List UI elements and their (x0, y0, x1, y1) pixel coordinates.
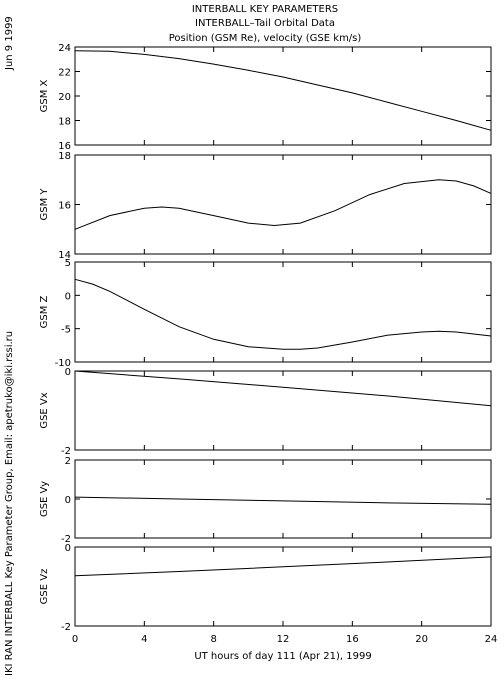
y-tick-label: 5 (65, 258, 71, 269)
title-line-2: INTERBALL–Tail Orbital Data (195, 18, 335, 29)
y-axis-label: GSE Vx (39, 392, 50, 428)
x-tick-label: 12 (277, 634, 290, 645)
panel-frame (74, 261, 492, 363)
y-tick-label: -10 (55, 358, 71, 369)
title-line-1: INTERBALL KEY PARAMETERS (192, 4, 338, 15)
y-tick-label: 24 (58, 43, 71, 54)
y-tick-label: 2 (65, 456, 71, 467)
series-line (74, 556, 492, 577)
side-date: Jun 9 1999 (4, 16, 15, 71)
x-axis-label: UT hours of day 111 (Apr 21), 1999 (194, 651, 371, 662)
y-tick-label: 0 (65, 495, 71, 506)
y-tick-label: 16 (58, 201, 71, 212)
panel-frame (74, 46, 492, 146)
x-tick-label: 24 (485, 634, 498, 645)
chart-header: INTERBALL KEY PARAMETERS INTERBALL–Tail … (169, 4, 362, 44)
panel-1: 16 18 20 22 24 GSM X (39, 43, 492, 152)
y-tick-label: 18 (58, 151, 71, 162)
y-tick-label: 0 (65, 291, 71, 302)
y-tick-label: 14 (58, 250, 71, 261)
x-tick-label: 4 (141, 634, 147, 645)
panel-frame (74, 370, 492, 451)
panel-2: 14 16 18 GSM Y (39, 151, 492, 261)
y-tick-label: 22 (58, 68, 71, 79)
series-line (74, 50, 492, 131)
y-tick-label: -2 (61, 534, 71, 545)
panel-5: -2 0 2 GSE Vy (39, 456, 492, 545)
y-axis-label: GSE Vz (39, 569, 50, 605)
x-tick-label: 16 (346, 634, 359, 645)
x-tick-label: 8 (210, 634, 216, 645)
y-axis-label: GSE Vy (39, 481, 50, 517)
panel-frame (74, 154, 492, 255)
x-tick-label: 20 (415, 634, 428, 645)
series-line (74, 179, 492, 230)
title-line-3: Position (GSM Re), velocity (GSE km/s) (169, 33, 362, 44)
y-axis-label: GSM Z (39, 295, 50, 328)
y-tick-label: 16 (58, 141, 71, 152)
panel-frame (74, 459, 492, 539)
panel-4: -2 0 GSE Vx (39, 367, 492, 457)
panel-frame (74, 546, 492, 627)
y-tick-label: 0 (65, 367, 71, 378)
series-line (74, 278, 492, 350)
y-tick-label: 18 (58, 117, 71, 128)
y-tick-label: -2 (61, 446, 71, 457)
y-tick-label: -2 (61, 622, 71, 633)
series-line (74, 496, 492, 505)
x-tick-label: 0 (72, 634, 78, 645)
y-axis-label: GSM Y (39, 188, 50, 221)
side-credit: IKI RAN INTERBALL Key Parameter Group, E… (4, 331, 15, 676)
y-tick-label: 20 (58, 92, 71, 103)
y-tick-label: -5 (61, 325, 71, 336)
y-axis-label: GSM X (39, 79, 50, 112)
series-line (74, 370, 492, 407)
y-tick-label: 0 (65, 543, 71, 554)
panel-3: -10 -5 0 5 GSM Z (39, 258, 492, 369)
